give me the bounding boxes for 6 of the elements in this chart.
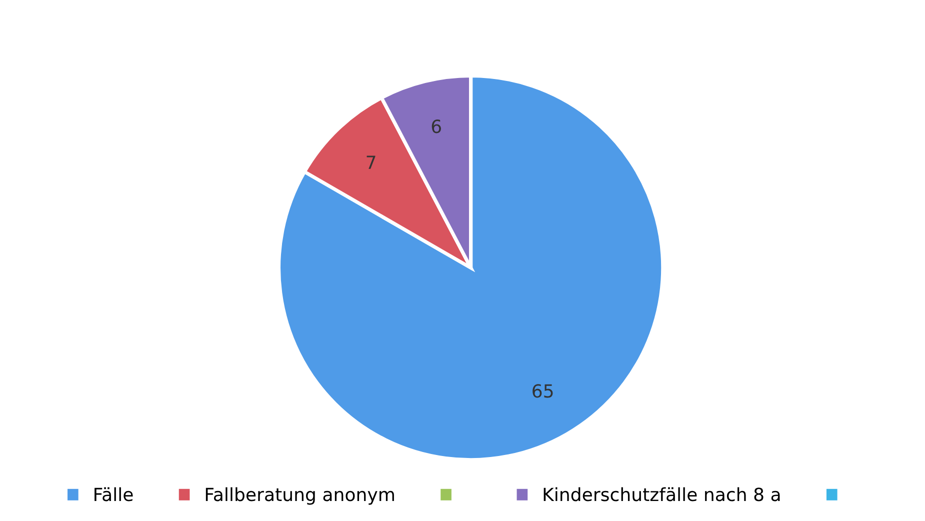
data-label: 65 [532, 384, 553, 398]
legend-label: Kinderschutzfälle nach 8 a [544, 487, 780, 502]
legend-label: Fälle [94, 487, 133, 502]
data-label: 6 [432, 120, 441, 134]
data-label: 7 [366, 156, 376, 169]
legend-label: Fallberatung anonym [206, 487, 394, 505]
